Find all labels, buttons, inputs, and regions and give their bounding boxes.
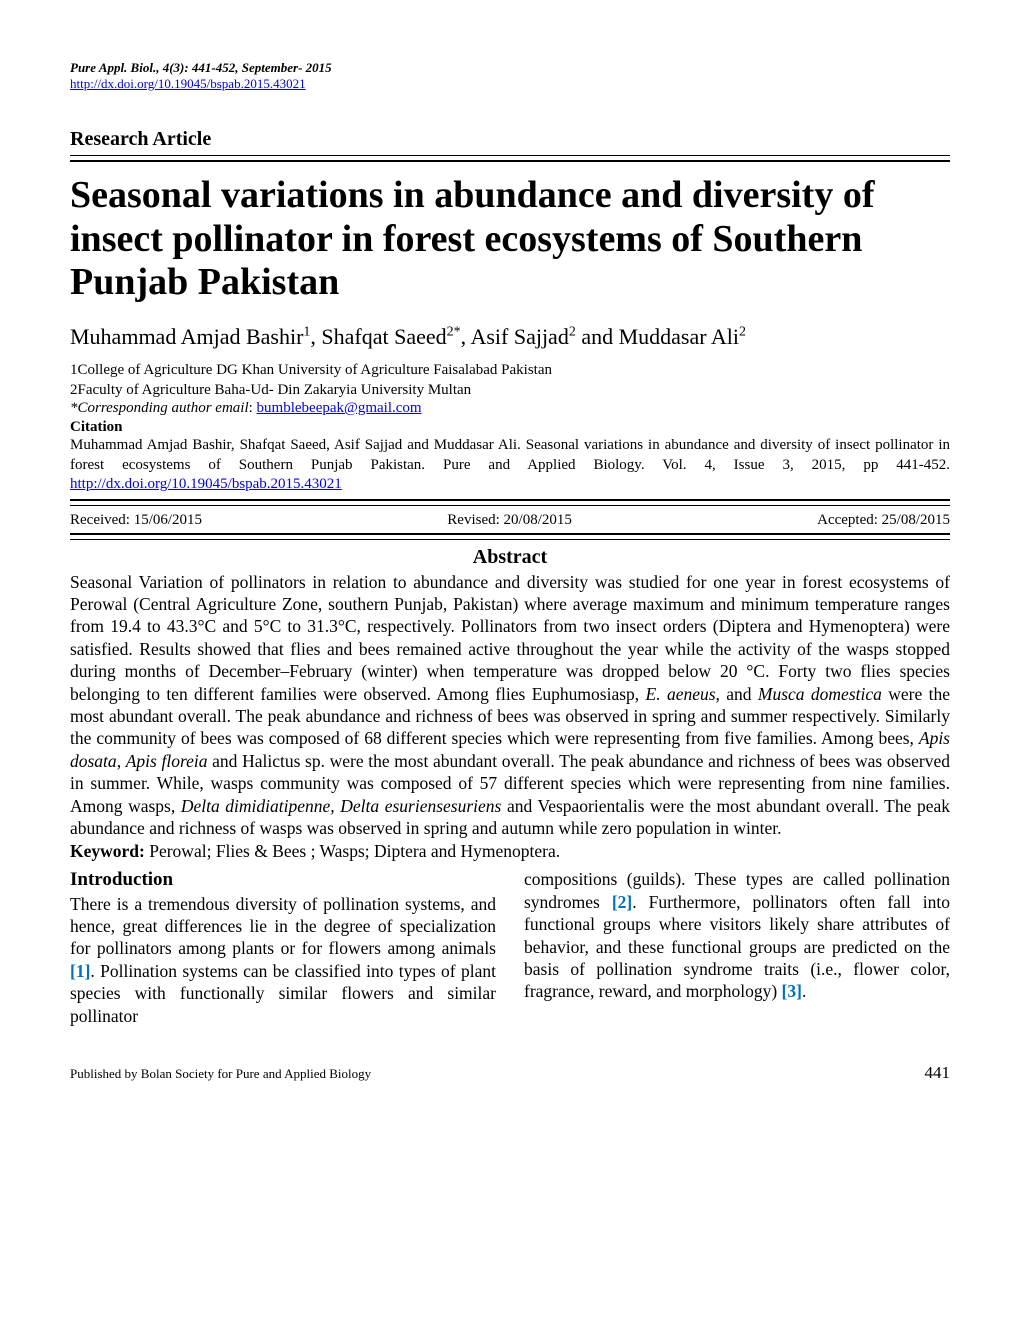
corresponding-author: *Corresponding author email: bumblebeepa… [70,400,950,417]
doi-link[interactable]: http://dx.doi.org/10.19045/bspab.2015.43… [70,76,950,92]
body-columns: Introduction There is a tremendous diver… [70,868,950,1027]
footer-publisher: Published by Bolan Society for Pure and … [70,1066,371,1082]
rule-dates-bottom [70,533,950,540]
column-right: compositions (guilds). These types are c… [524,868,950,1027]
keyword-label: Keyword: [70,841,145,861]
citation-body: Muhammad Amjad Bashir, Shafqat Saeed, As… [70,437,950,473]
corresponding-label: *Corresponding author email [70,400,249,416]
footer: Published by Bolan Society for Pure and … [70,1063,950,1083]
abstract-heading: Abstract [70,546,950,569]
dates-row: Received: 15/06/2015 Revised: 20/08/2015… [70,512,950,529]
date-received: Received: 15/06/2015 [70,512,202,529]
citation-label: Citation [70,419,950,436]
section-label: Research Article [70,128,950,151]
introduction-heading: Introduction [70,868,496,892]
footer-page-number: 441 [925,1063,951,1083]
introduction-col2: compositions (guilds). These types are c… [524,868,950,1002]
affiliation-2: 2Faculty of Agriculture Baha-Ud- Din Zak… [70,380,950,400]
article-title: Seasonal variations in abundance and div… [70,174,950,305]
authors: Muhammad Amjad Bashir1, Shafqat Saeed2*,… [70,323,950,352]
column-left: Introduction There is a tremendous diver… [70,868,496,1027]
date-accepted: Accepted: 25/08/2015 [817,512,950,529]
rule-top [70,155,950,162]
citation-text: Muhammad Amjad Bashir, Shafqat Saeed, As… [70,436,950,495]
introduction-col1: There is a tremendous diversity of polli… [70,893,496,1027]
journal-ref: Pure Appl. Biol., 4(3): 441-452, Septemb… [70,60,950,76]
affiliation-1: 1College of Agriculture DG Khan Universi… [70,360,950,380]
corresponding-email[interactable]: bumblebeepak@gmail.com [257,400,422,416]
abstract-body: Seasonal Variation of pollinators in rel… [70,571,950,840]
citation-link[interactable]: http://dx.doi.org/10.19045/bspab.2015.43… [70,476,342,492]
rule-dates-top [70,499,950,506]
date-revised: Revised: 20/08/2015 [447,512,572,529]
keywords: Keyword: Perowal; Flies & Bees ; Wasps; … [70,841,950,862]
keyword-text: Perowal; Flies & Bees ; Wasps; Diptera a… [145,841,560,861]
